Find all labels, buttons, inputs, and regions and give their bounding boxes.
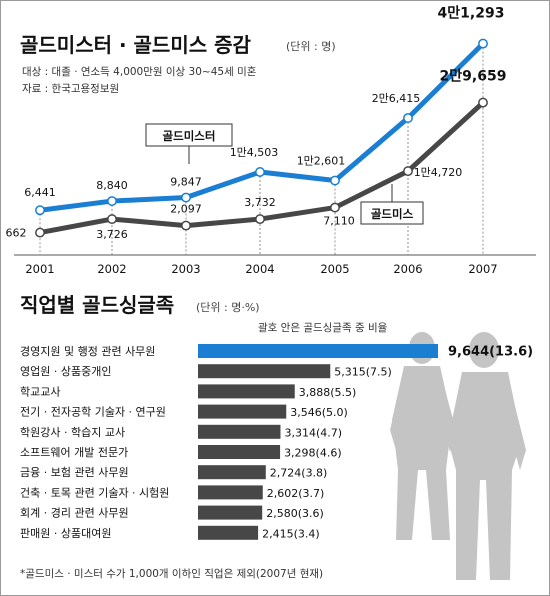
bar <box>198 364 331 379</box>
point-miss-2005 <box>330 202 340 213</box>
bar-category-label: 금융 · 보험 관련 사무원 <box>20 466 129 479</box>
business-people-silhouette <box>390 332 526 580</box>
bar-row: 경영지원 및 행정 관련 사무원 9,644(13.6) <box>20 344 533 360</box>
title-unit: (단위 : 명) <box>286 40 336 53</box>
bar-category-label: 건축 · 토목 관련 기술자 · 시험원 <box>20 486 169 499</box>
bar-value-label: 2,580(3.6) <box>266 507 324 520</box>
point-miss-2001 <box>35 227 45 238</box>
bar-value-label: 3,298(4.6) <box>284 447 342 460</box>
label-mister-2001: 6,441 <box>24 186 56 199</box>
point-miss-2002 <box>107 214 117 225</box>
legend-mister-label: 골드미스터 <box>163 129 216 143</box>
x-tick-2006: 2006 <box>393 262 422 276</box>
bar <box>198 384 295 399</box>
label-mister-2004: 1만4,503 <box>230 146 279 159</box>
point-mister-2003 <box>181 192 191 203</box>
bar-category-label: 전기 · 전자공학 기술자 · 연구원 <box>20 406 166 419</box>
label-mister-2003: 9,847 <box>170 176 202 189</box>
label-miss-2004: 3,732 <box>244 196 276 209</box>
point-miss-2006 <box>403 166 413 177</box>
bar-chart-unit: (단위 : 명·%) <box>196 301 260 314</box>
bar-chart-note: 괄호 안은 골드싱글족 중 비율 <box>258 322 388 334</box>
x-tick-2001: 2001 <box>25 262 54 276</box>
line-points <box>35 38 488 238</box>
point-mister-2007 <box>478 38 488 49</box>
bar-row: 회계 · 경리 관련 사무원 2,580(3.6) <box>20 505 324 520</box>
bar-category-label: 소프트웨어 개발 전문가 <box>20 446 128 459</box>
label-miss-2007: 2만9,659 <box>440 69 507 85</box>
bar-category-label: 경영지원 및 행정 관련 사무원 <box>20 345 155 358</box>
label-miss-2005: 7,110 <box>323 215 355 228</box>
bar-value-label: 2,724(3.8) <box>270 467 328 480</box>
bar-row: 건축 · 토목 관련 기술자 · 시험원 2,602(3.7) <box>20 485 324 500</box>
bar-row: 소프트웨어 개발 전문가 3,298(4.6) <box>20 445 342 460</box>
legend-callout-miss: 골드미스 <box>360 184 424 225</box>
bar <box>198 505 263 520</box>
point-miss-2004 <box>255 214 265 225</box>
label-miss-2002: 3,726 <box>96 228 128 241</box>
footnote: *골드미스 · 미스터 수가 1,000개 이하인 직업은 제외(2007년 현… <box>20 567 323 580</box>
legend-callout-mister: 골드미스터 <box>145 123 233 164</box>
source-note: 자료 : 한국고용정보원 <box>22 83 119 95</box>
x-tick-2007: 2007 <box>468 262 497 276</box>
bar-row: 학원강사 · 학습지 교사 3,314(4.7) <box>20 424 342 439</box>
point-mister-2002 <box>107 196 117 207</box>
bar-value-label: 3,888(5.5) <box>299 386 357 399</box>
bar-row: 학교교사 3,888(5.5) <box>20 384 356 399</box>
bar-value-label: 3,546(5.0) <box>290 406 348 419</box>
bar <box>198 404 287 419</box>
x-tick-2004: 2004 <box>245 262 274 276</box>
bar-value-label: 2,602(3.7) <box>267 487 325 500</box>
bar-value-label: 2,415(3.4) <box>262 527 320 540</box>
bar-row: 금융 · 보험 관련 사무원 2,724(3.8) <box>20 465 327 480</box>
label-miss-2001: 662 <box>6 227 27 240</box>
x-axis-ticks: 2001 2002 2003 2004 2005 2006 2007 <box>25 262 497 276</box>
bar-category-label: 회계 · 경리 관련 사무원 <box>20 507 129 520</box>
label-miss-2003: 2,097 <box>170 203 202 216</box>
x-tick-2003: 2003 <box>171 262 200 276</box>
label-mister-2006: 2만6,415 <box>372 92 421 105</box>
legend-miss-label: 골드미스 <box>371 207 414 221</box>
point-mister-2006 <box>403 113 413 123</box>
bar-row: 전기 · 전자공학 기술자 · 연구원 3,546(5.0) <box>20 404 348 419</box>
label-mister-2007: 4만1,293 <box>438 6 505 22</box>
point-miss-2007 <box>478 97 488 108</box>
point-mister-2001 <box>35 205 45 216</box>
line-value-labels: 6,441 8,840 9,847 1만4,503 1만2,601 2만6,415 4만1,… <box>6 6 507 242</box>
bar <box>198 344 438 358</box>
x-tick-2005: 2005 <box>320 262 349 276</box>
bar <box>198 465 266 480</box>
bar <box>198 525 259 540</box>
bar-value-label: 3,314(4.7) <box>284 426 342 439</box>
bar <box>198 445 281 459</box>
bar-category-label: 학교교사 <box>20 385 60 398</box>
label-mister-2002: 8,840 <box>96 179 128 192</box>
x-tick-2002: 2002 <box>97 262 126 276</box>
bar <box>198 424 281 439</box>
point-mister-2004 <box>255 167 265 177</box>
page-title: 골드미스터 · 골드미스 증감 <box>20 33 251 57</box>
point-miss-2003 <box>181 220 191 231</box>
bar-category-label: 학원강사 · 학습지 교사 <box>20 426 125 439</box>
target-note: 대상 : 대졸 · 연소득 4,000만원 이상 30~45세 미혼 <box>22 65 257 78</box>
bar <box>198 485 263 500</box>
label-mister-2005: 1만2,601 <box>297 155 346 168</box>
bar-category-label: 영업원 · 상품중개인 <box>20 365 111 378</box>
bar-series: 경영지원 및 행정 관련 사무원 9,644(13.6) 영업원 · 상품중개인 5,… <box>20 344 533 540</box>
bar-category-label: 판매원 · 상품대여원 <box>20 527 111 540</box>
bar-chart-title: 직업별 골드싱글족 <box>20 293 174 317</box>
label-miss-2006: 1만4,720 <box>414 166 463 179</box>
bar-value-label: 5,315(7.5) <box>334 366 392 379</box>
bar-row: 판매원 · 상품대여원 2,415(3.4) <box>20 525 320 540</box>
bar-value-label: 9,644(13.6) <box>448 345 533 360</box>
point-mister-2005 <box>330 175 340 186</box>
bar-row: 영업원 · 상품중개인 5,315(7.5) <box>20 364 392 379</box>
